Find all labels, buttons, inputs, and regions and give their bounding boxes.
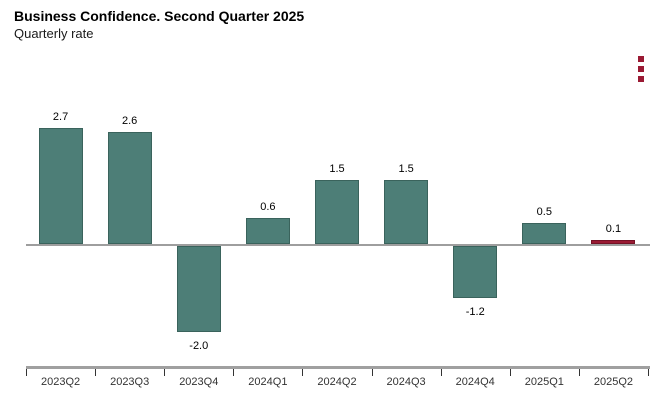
- kebab-menu-icon: [638, 56, 644, 62]
- bar-2023Q2[interactable]: [38, 127, 83, 244]
- x-axis-label-2024Q1: 2024Q1: [248, 376, 288, 388]
- x-axis-tick: [302, 369, 304, 376]
- x-axis-label-2023Q4: 2023Q4: [179, 376, 219, 388]
- data-label-2024Q4: -1.2: [465, 305, 485, 318]
- chart-title: Business Confidence. Second Quarter 2025: [14, 8, 305, 24]
- zero-gridline: [26, 244, 650, 246]
- x-axis-label-2023Q2: 2023Q2: [40, 376, 81, 388]
- x-axis-tick: [95, 369, 97, 376]
- x-axis-tick: [578, 369, 580, 376]
- bar-2023Q4[interactable]: [176, 246, 221, 332]
- x-axis-tick: [26, 369, 27, 376]
- x-axis-tick: [233, 369, 235, 376]
- x-axis-label-2024Q3: 2024Q3: [386, 376, 426, 388]
- x-axis-label-2025Q1: 2025Q1: [524, 376, 564, 388]
- data-label-2024Q3: 1.5: [398, 162, 414, 175]
- data-label-2024Q2: 1.5: [329, 162, 345, 175]
- bar-2025Q1[interactable]: [522, 222, 567, 244]
- data-label-2025Q2: 0.1: [605, 222, 622, 235]
- x-axis-tick: [164, 369, 166, 376]
- data-label-2023Q2: 2.7: [52, 110, 69, 123]
- x-axis-tick: [371, 369, 373, 376]
- bar-2024Q1[interactable]: [245, 218, 290, 244]
- kebab-menu-icon: [638, 76, 644, 82]
- bar-2024Q3[interactable]: [384, 179, 429, 244]
- x-axis-label-2025Q2: 2025Q2: [593, 376, 634, 388]
- x-axis-label-2024Q2: 2024Q2: [317, 376, 357, 388]
- data-label-2025Q1: 0.5: [536, 205, 552, 218]
- data-label-2023Q4: -2.0: [189, 340, 209, 352]
- chart-context-menu-button[interactable]: [633, 53, 649, 85]
- chart-subtitle: Quarterly rate: [14, 26, 94, 41]
- x-axis-tick: [509, 369, 511, 376]
- x-axis-tick: [648, 369, 649, 376]
- bar-2023Q3[interactable]: [107, 132, 152, 244]
- x-axis-label-2024Q4: 2024Q4: [455, 376, 495, 388]
- bar-2024Q4[interactable]: [453, 246, 498, 298]
- x-axis-line: [26, 366, 650, 369]
- x-axis-label-2023Q3: 2023Q3: [110, 376, 150, 388]
- data-label-2024Q1: 0.6: [260, 201, 276, 214]
- data-label-2023Q3: 2.6: [122, 115, 138, 128]
- x-axis-tick: [440, 369, 442, 376]
- bar-2024Q2[interactable]: [315, 179, 359, 244]
- kebab-menu-icon: [638, 66, 644, 72]
- bar-2025Q2[interactable]: [591, 239, 636, 244]
